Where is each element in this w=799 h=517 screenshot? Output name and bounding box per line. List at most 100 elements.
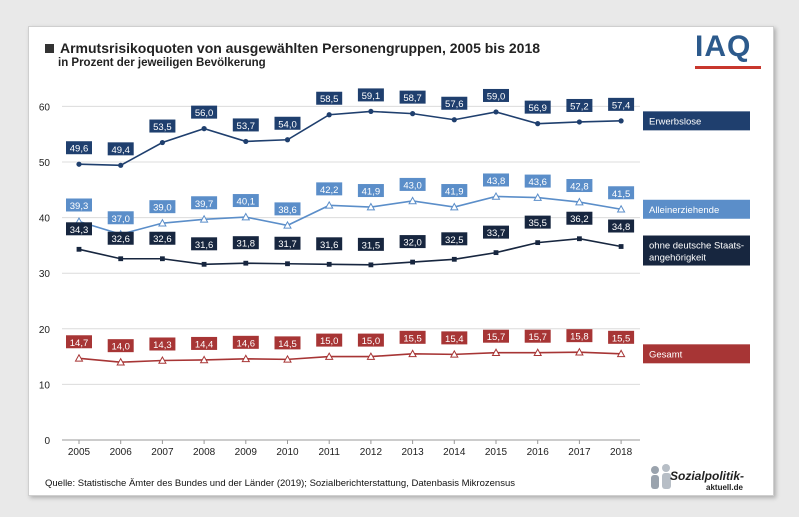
data-label: 14,6 — [232, 335, 259, 349]
data-label-text: 58,7 — [403, 93, 422, 104]
data-label-box — [274, 236, 301, 250]
data-point — [410, 111, 416, 117]
data-label: 15,7 — [483, 329, 509, 343]
data-label: 31,6 — [191, 237, 218, 251]
x-tick-label: 2016 — [527, 447, 550, 458]
data-label: 14,7 — [66, 335, 92, 349]
data-label-box — [274, 202, 301, 216]
data-label: 38,6 — [274, 202, 301, 216]
x-tick-label: 2017 — [568, 447, 591, 458]
data-label-box — [107, 211, 134, 225]
data-label: 57,2 — [566, 98, 593, 112]
data-point — [618, 118, 624, 124]
data-label-box — [357, 184, 384, 198]
data-point — [408, 196, 417, 205]
x-tick-label: 2008 — [193, 447, 216, 458]
data-label-text: 37,0 — [111, 214, 130, 225]
x-tick-label: 2006 — [110, 447, 133, 458]
data-label-text: 14,5 — [278, 339, 297, 350]
data-point — [616, 349, 626, 358]
data-label-text: 39,0 — [153, 203, 172, 214]
data-label: 14,0 — [107, 339, 134, 353]
data-label-text: 32,6 — [153, 234, 172, 245]
data-label-box — [316, 182, 343, 196]
data-label-text: 15,8 — [570, 332, 589, 343]
data-label-box — [524, 215, 551, 229]
data-label-box — [357, 237, 384, 251]
data-label-text: 14,3 — [153, 340, 172, 351]
legend-item: Alleinerziehende — [643, 199, 750, 219]
data-label-box — [441, 232, 468, 246]
data-point — [201, 126, 207, 132]
data-label-box — [608, 330, 635, 344]
data-point — [326, 112, 332, 118]
data-point — [241, 354, 251, 363]
data-label-box — [191, 105, 218, 119]
data-label: 56,0 — [191, 105, 218, 119]
data-point — [118, 256, 124, 262]
data-label-box — [232, 194, 259, 208]
data-label-text: 15,4 — [445, 334, 464, 345]
data-label-box — [316, 237, 343, 251]
data-point — [160, 256, 165, 262]
data-label-text: 15,5 — [612, 333, 631, 344]
data-label-box — [149, 119, 176, 133]
data-point — [326, 261, 332, 267]
x-tick-label: 2013 — [401, 447, 424, 458]
data-label: 58,5 — [316, 91, 343, 105]
brand-name: Sozialpolitik- — [670, 469, 745, 483]
data-label-box — [524, 329, 551, 343]
data-label-text: 43,0 — [403, 180, 422, 191]
data-label: 41,9 — [357, 184, 384, 198]
data-label-box — [232, 236, 259, 250]
data-label: 14,3 — [149, 337, 176, 351]
data-label-box — [107, 231, 134, 245]
data-point — [324, 352, 334, 360]
data-point — [159, 139, 165, 146]
data-point — [577, 236, 582, 242]
data-label-text: 54,0 — [278, 119, 297, 130]
data-label-text: 31,7 — [278, 239, 297, 250]
data-label: 36,2 — [566, 211, 593, 225]
legend-item: Erwerbslose — [643, 111, 750, 131]
title-marker — [45, 43, 54, 53]
data-label-text: 15,0 — [320, 336, 339, 347]
data-point — [284, 137, 291, 143]
data-point — [576, 119, 583, 125]
data-label-box — [191, 237, 218, 251]
data-point — [74, 353, 84, 362]
data-label-text: 14,0 — [111, 342, 130, 353]
data-label-box — [566, 179, 593, 193]
data-point — [410, 259, 415, 265]
data-label-box — [608, 97, 635, 111]
data-label: 15,7 — [524, 329, 551, 343]
chart-subtitle: in Prozent der jeweiligen Bevölkerung — [58, 57, 266, 69]
data-label-box — [274, 116, 301, 130]
data-label-text: 32,5 — [445, 235, 464, 246]
series-line — [78, 110, 622, 167]
data-label-text: 14,6 — [237, 338, 256, 349]
series-line — [78, 351, 622, 363]
data-label-box — [357, 333, 384, 347]
data-label-text: 15,0 — [362, 336, 381, 347]
data-label: 53,5 — [149, 119, 176, 133]
data-label-box — [399, 177, 426, 191]
data-label-text: 49,6 — [70, 144, 89, 155]
legend-label: Alleinerziehende — [649, 205, 719, 216]
data-label-text: 35,5 — [528, 218, 547, 229]
data-label-text: 43,8 — [487, 176, 506, 187]
legend-label: angehörigkeit — [649, 253, 706, 264]
data-label-text: 31,8 — [237, 239, 256, 250]
data-label-text: 41,9 — [362, 187, 381, 198]
data-point — [366, 202, 376, 211]
data-point — [535, 121, 541, 127]
data-label: 31,5 — [357, 237, 384, 251]
data-label: 34,8 — [608, 219, 635, 233]
data-label-box — [107, 339, 134, 353]
data-label-text: 31,5 — [362, 240, 381, 251]
data-label-box — [149, 231, 176, 245]
x-tick-label: 2015 — [485, 447, 508, 458]
data-point — [451, 256, 457, 262]
data-point — [533, 193, 543, 201]
